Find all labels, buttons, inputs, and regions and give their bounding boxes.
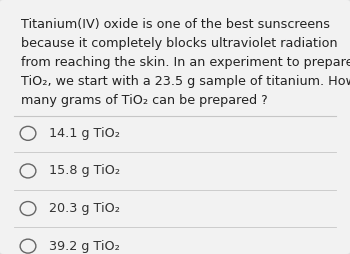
Text: many grams of TiO₂ can be prepared ?: many grams of TiO₂ can be prepared ? — [21, 94, 268, 107]
Text: 39.2 g TiO₂: 39.2 g TiO₂ — [49, 240, 120, 253]
Text: Titanium(IV) oxide is one of the best sunscreens: Titanium(IV) oxide is one of the best su… — [21, 18, 330, 31]
Text: 20.3 g TiO₂: 20.3 g TiO₂ — [49, 202, 120, 215]
Text: 14.1 g TiO₂: 14.1 g TiO₂ — [49, 127, 120, 140]
Text: TiO₂, we start with a 23.5 g sample of titanium. How: TiO₂, we start with a 23.5 g sample of t… — [21, 75, 350, 88]
Text: because it completely blocks ultraviolet radiation: because it completely blocks ultraviolet… — [21, 37, 338, 50]
Text: 15.8 g TiO₂: 15.8 g TiO₂ — [49, 164, 120, 178]
Text: from reaching the skin. In an experiment to prepare: from reaching the skin. In an experiment… — [21, 56, 350, 69]
